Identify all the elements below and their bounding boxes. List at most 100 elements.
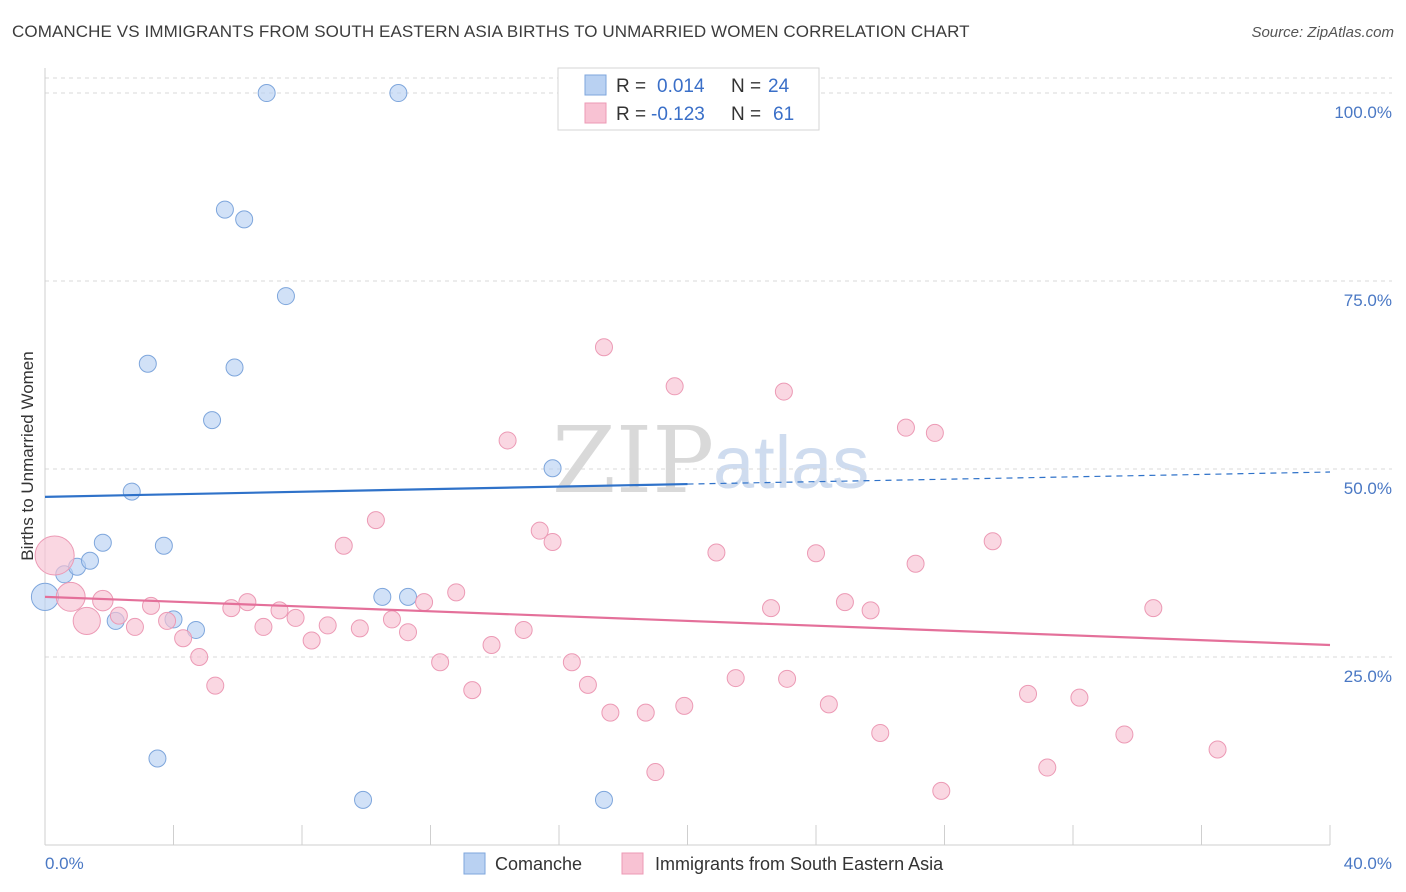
bottom-legend-swatch-immigrants — [621, 852, 644, 875]
legend-r-label-comanche: R = — [616, 76, 646, 97]
immigrants-point — [932, 781, 951, 800]
immigrants-point — [238, 593, 257, 612]
immigrants-point — [861, 601, 880, 620]
immigrants-point — [514, 620, 533, 639]
immigrants-point — [366, 511, 385, 530]
y-tick-label: 100.0% — [1334, 103, 1392, 122]
legend-n-value-comanche: 24 — [768, 76, 790, 97]
comanche-point — [257, 84, 276, 103]
immigrants-point — [601, 703, 620, 722]
comanche-point — [148, 749, 167, 768]
immigrants-point — [447, 583, 466, 602]
immigrants-point — [125, 617, 144, 636]
immigrants-point — [382, 610, 401, 629]
immigrants-point — [92, 589, 114, 612]
immigrants-point — [222, 599, 241, 618]
immigrants-point — [72, 606, 101, 636]
watermark-zip: ZIP — [552, 407, 714, 514]
comanche-point — [203, 411, 222, 430]
immigrants-point — [158, 611, 177, 630]
immigrants-point — [318, 616, 337, 635]
immigrants-point — [925, 423, 944, 442]
immigrants-point — [399, 623, 418, 642]
immigrants-point — [646, 763, 665, 782]
immigrants-point — [530, 521, 549, 540]
legend-r-value-comanche: 0.014 — [657, 76, 705, 97]
legend-swatch-immigrants — [584, 102, 607, 124]
immigrants-point — [675, 696, 694, 715]
y-tick-label: 75.0% — [1344, 291, 1392, 310]
immigrants-point — [431, 653, 450, 672]
comanche-point — [186, 620, 205, 639]
trend-line-comanche-extension — [687, 471, 1331, 485]
immigrants-point — [762, 599, 781, 618]
immigrants-point — [819, 695, 838, 714]
legend-r-label-immigrants: R = — [616, 104, 646, 125]
immigrants-point — [1208, 740, 1227, 759]
immigrants-point — [906, 554, 925, 573]
immigrants-point — [636, 703, 655, 722]
comanche-point — [594, 790, 613, 809]
immigrants-point — [726, 669, 745, 688]
immigrants-point — [543, 532, 562, 551]
y-tick-labels: 25.0% 50.0% 75.0% 100.0% — [1334, 103, 1392, 686]
immigrants-point — [206, 676, 225, 695]
series-immigrants-points — [34, 338, 1227, 800]
y-axis-title: Births to Unmarried Women — [18, 351, 37, 560]
trend-line-comanche — [44, 482, 688, 498]
comanche-point — [354, 790, 373, 809]
y-tick-label: 25.0% — [1344, 667, 1392, 686]
grid-lines — [45, 77, 1392, 658]
comanche-point — [154, 536, 173, 555]
comanche-point — [276, 287, 295, 306]
comanche-point — [389, 84, 408, 103]
immigrants-point — [463, 681, 482, 700]
legend-n-label-immigrants: N = — [731, 104, 761, 125]
comanche-point — [93, 533, 112, 552]
legend-r-value-immigrants: -0.123 — [651, 104, 705, 125]
immigrants-point — [190, 648, 209, 667]
comanche-point — [122, 482, 141, 501]
immigrants-point — [302, 631, 321, 650]
x-tick-label-min: 0.0% — [45, 854, 84, 873]
source-label: Source: ZipAtlas.com — [1251, 24, 1394, 41]
comanche-point — [399, 587, 418, 606]
immigrants-point — [254, 617, 273, 636]
watermark: ZIP atlas — [552, 407, 869, 514]
immigrants-point — [1038, 758, 1057, 777]
legend-swatch-comanche — [584, 74, 607, 96]
immigrants-point — [1019, 684, 1038, 703]
immigrants-point — [707, 543, 726, 562]
immigrants-point — [109, 606, 128, 625]
x-tick-label-max: 40.0% — [1344, 854, 1392, 873]
immigrants-point — [482, 635, 501, 654]
immigrants-point — [778, 669, 797, 688]
trend-lines — [44, 471, 1331, 647]
watermark-atlas: atlas — [713, 421, 869, 504]
immigrants-point — [1144, 599, 1163, 618]
immigrants-point — [665, 377, 684, 396]
legend-n-value-immigrants: 61 — [773, 104, 794, 125]
legend: R = 0.014 N = 24 R = -0.123 N = 61 — [557, 67, 820, 131]
immigrants-point — [594, 338, 613, 357]
immigrants-point — [286, 608, 305, 627]
comanche-point — [215, 200, 234, 219]
immigrants-point — [415, 593, 434, 612]
immigrants-point — [774, 382, 793, 401]
trend-line-immigrants — [44, 595, 1331, 647]
immigrants-point — [1115, 725, 1134, 744]
comanche-point — [138, 354, 157, 373]
immigrants-point — [498, 431, 517, 450]
immigrants-point — [562, 653, 581, 672]
immigrants-point — [34, 535, 75, 576]
series-comanche-points — [30, 84, 613, 809]
immigrants-point — [896, 418, 915, 437]
bottom-legend-label-immigrants: Immigrants from South Eastern Asia — [655, 854, 944, 874]
comanche-point — [543, 459, 562, 478]
comanche-point — [235, 210, 254, 229]
immigrants-point — [334, 536, 353, 555]
comanche-point — [225, 358, 244, 377]
immigrants-point — [807, 544, 825, 563]
immigrants-point — [578, 675, 597, 694]
